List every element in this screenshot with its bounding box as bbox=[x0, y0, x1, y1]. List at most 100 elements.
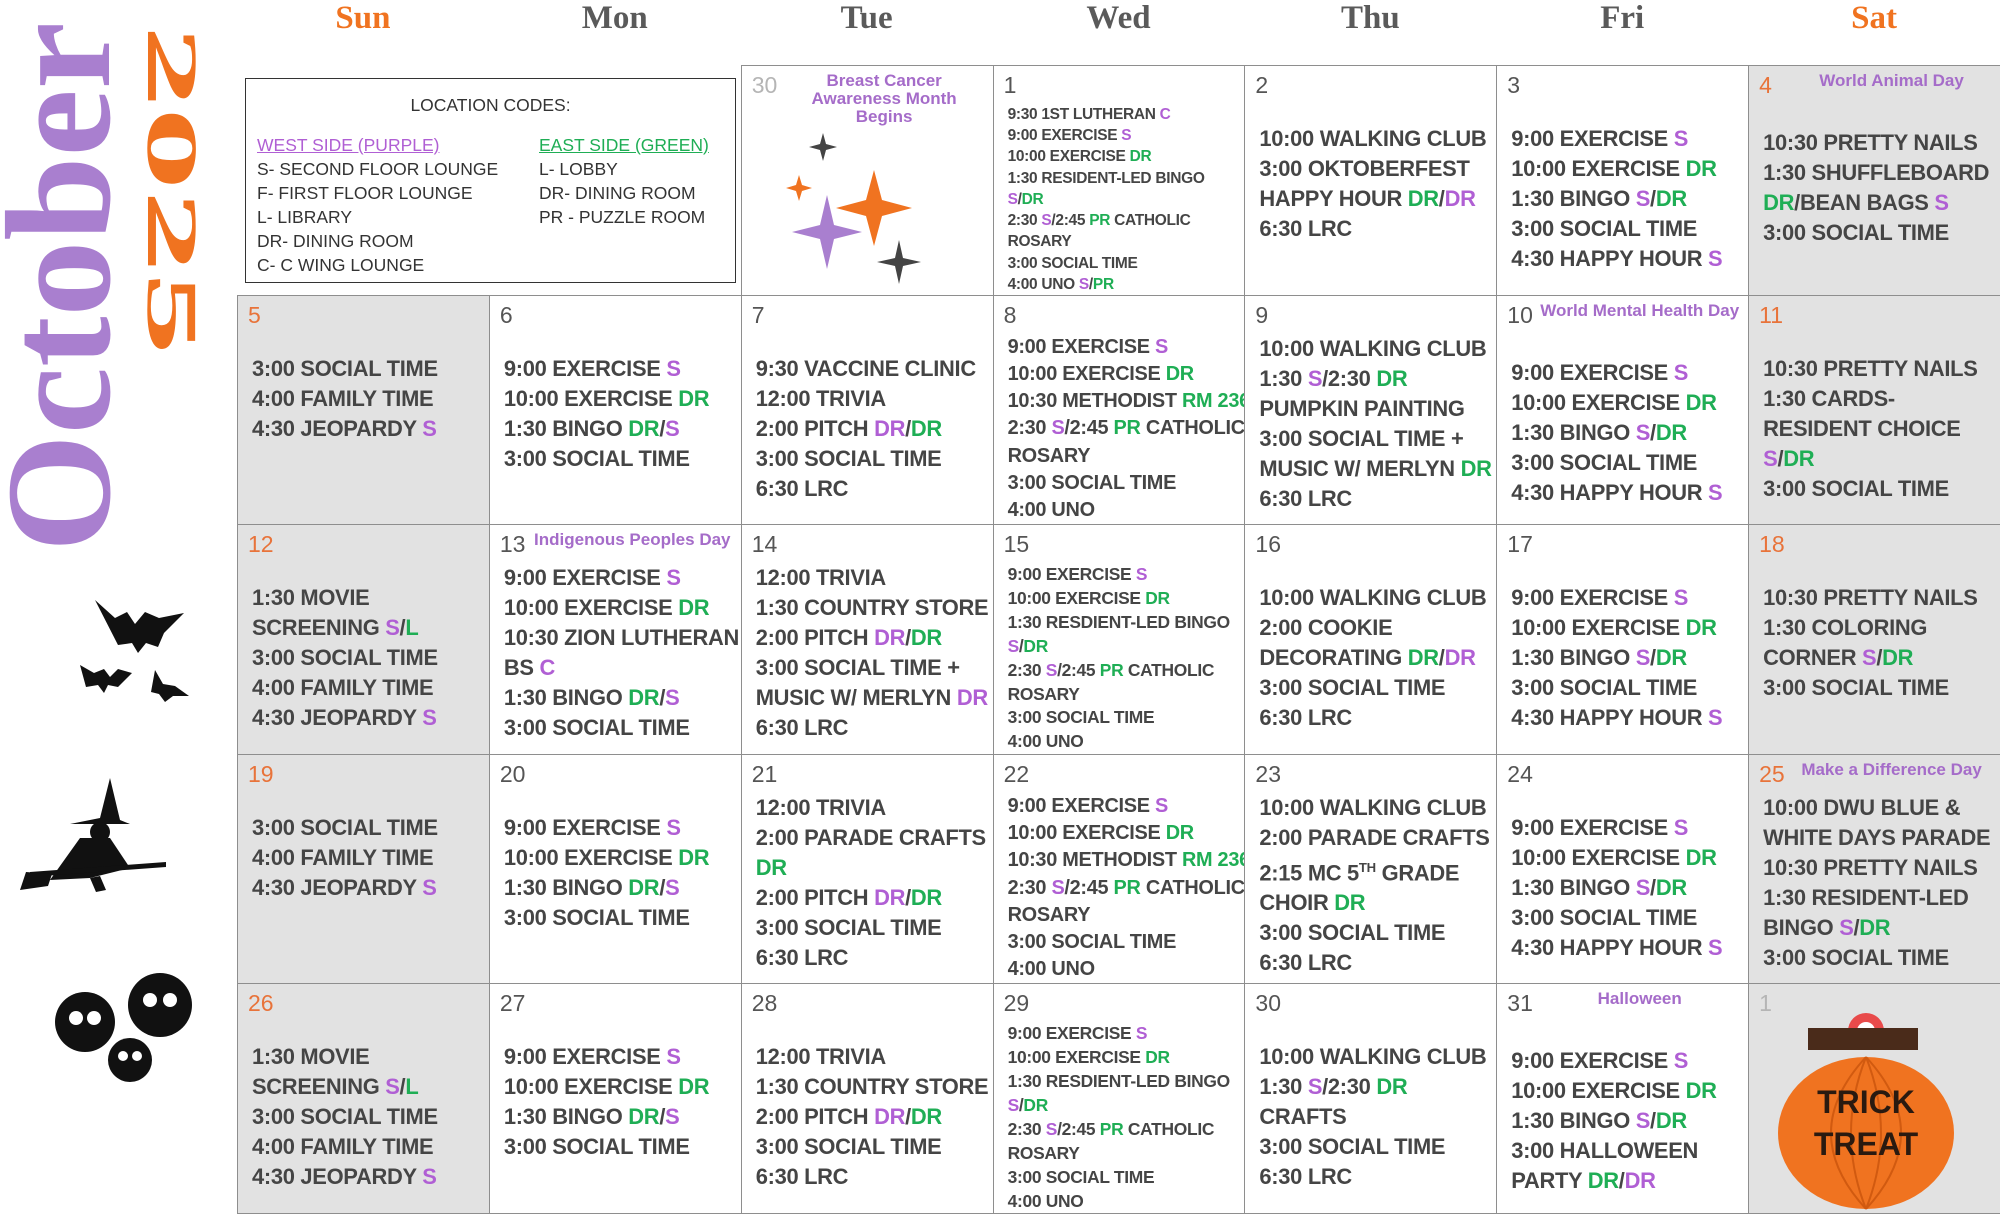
activity: 4:00 FAMILY TIME bbox=[252, 385, 434, 411]
location-code-tag: DR bbox=[628, 874, 660, 900]
activity: 1:30 CARDS- bbox=[1763, 385, 1895, 411]
activity: 10:30 ZION LUTHERAN bbox=[503, 625, 739, 651]
day-cell: 17 9:00 EXERCISE S 10:00 EXERCISE DR 1:30 B… bbox=[1496, 524, 1750, 755]
activity-text: / bbox=[659, 1104, 666, 1130]
activity-list: 9:00 EXERCISE S 10:00 EXERCISE DR 1:30 BIN… bbox=[1511, 124, 1746, 274]
activity-list: 10:00 WALKING CLUB 3:00 OKTOBERFEST HAPPY … bbox=[1259, 124, 1494, 244]
activity: 2:30 S/2:45 PR CATHOLIC bbox=[1008, 415, 1245, 442]
activity-text: 4:30 HAPPY HOUR bbox=[1511, 246, 1709, 271]
day-cell: 14 12:00 TRIVIA 1:30 COUNTRY STORE 2:00 PIT… bbox=[740, 524, 994, 755]
bats bbox=[80, 600, 189, 702]
location-code-tag: DR bbox=[1129, 148, 1152, 166]
activity-text: 9:00 EXERCISE bbox=[503, 1044, 667, 1070]
activity: 1:30 BINGO DR/S bbox=[504, 683, 739, 713]
day-number: 14 bbox=[751, 531, 778, 558]
activity-text: 4:30 JEOPARDY bbox=[252, 705, 423, 731]
skulls bbox=[55, 973, 192, 1082]
activity-text: 1:30 bbox=[1259, 1074, 1308, 1100]
activity-text: / bbox=[905, 415, 911, 441]
sparkles bbox=[786, 133, 921, 284]
location-code-tag: S bbox=[1934, 190, 1949, 215]
day-cell: 1 9:30 1ST LUTHERAN C 9:00 EXERCISE S 10:00… bbox=[992, 65, 1246, 296]
activity-text: / bbox=[659, 685, 666, 711]
activity-text: / bbox=[1650, 645, 1656, 671]
day-cell: 21 12:00 TRIVIA 2:00 PARADE CRAFTS DR 2:00 P… bbox=[740, 753, 994, 985]
activity-list: 9:00 EXERCISE S 10:00 EXERCISE DR 1:30 BIN… bbox=[1511, 358, 1746, 508]
activity-text: 2:00 PARADE CRAFTS bbox=[1259, 824, 1496, 850]
location-code-tag: S bbox=[1007, 635, 1020, 656]
activity: DR bbox=[756, 853, 991, 883]
activity: 1:30 MOVIE bbox=[252, 1044, 370, 1070]
day-cell: 8 9:00 EXERCISE S 10:00 EXERCISE DR 10:30 M… bbox=[992, 294, 1246, 526]
location-code-tag: DR bbox=[1165, 822, 1194, 845]
activity-text: MUSIC W/ MERLYN bbox=[1259, 455, 1461, 481]
location-code-tag: S bbox=[1635, 874, 1651, 900]
activity-list: 10:00 WALKING CLUB 1:30 S/2:30 DR CRAFTS 3:… bbox=[1259, 1042, 1494, 1192]
activity: 4:00 UNO bbox=[1007, 499, 1096, 522]
activity-text: / bbox=[1088, 275, 1093, 293]
pumpkin-text: TRICK bbox=[1817, 1084, 1915, 1120]
activity-text: CATHOLIC bbox=[1123, 1118, 1215, 1139]
activity: 4:00 UNO S/PR bbox=[1008, 274, 1243, 295]
activity-text: / bbox=[1650, 1108, 1656, 1134]
location-code-tag: DR bbox=[755, 854, 787, 880]
activity-text: / bbox=[1018, 635, 1024, 656]
activity-text: /2:45 bbox=[1057, 1118, 1100, 1139]
activity: S/DR bbox=[1008, 1094, 1243, 1118]
activity: 9:00 EXERCISE S bbox=[1008, 563, 1243, 587]
activity-text: 1:30 BINGO bbox=[503, 1104, 629, 1130]
activity: 12:00 TRIVIA bbox=[755, 1044, 887, 1070]
day-cell: 28 12:00 TRIVIA 1:30 COUNTRY STORE 2:00 PIT… bbox=[740, 983, 994, 1214]
day-number: 6 bbox=[499, 301, 513, 328]
location-code-tag: PR bbox=[1092, 275, 1114, 293]
location-code-tag: S bbox=[1121, 127, 1132, 145]
activity: 3:00 SOCIAL TIME bbox=[252, 1104, 438, 1130]
location-code-tag: DR bbox=[874, 884, 906, 910]
activity-text: 4:30 JEOPARDY bbox=[252, 1164, 423, 1190]
day-cell: 25 Make a Difference Day 10:00 DWU BLUE & W… bbox=[1748, 753, 2000, 985]
activity-text: 10:00 EXERCISE bbox=[1511, 1078, 1686, 1104]
location-code-tag: DR bbox=[1655, 874, 1687, 900]
activity: 1:30 RESIDENT-LED BINGO bbox=[1007, 169, 1205, 187]
location-code-tag: S bbox=[1763, 445, 1778, 471]
activity-list: 9:00 EXERCISE S 10:00 EXERCISE DR 1:30 BIN… bbox=[1511, 1046, 1746, 1196]
activity-text: / bbox=[905, 1104, 911, 1130]
activity-text: / bbox=[659, 874, 666, 900]
activity: 3:00 SOCIAL TIME bbox=[1007, 254, 1138, 272]
side-banner: October 2025 bbox=[0, 22, 212, 1082]
location-code-tag: DR bbox=[678, 1074, 710, 1100]
day-number: 9 bbox=[1255, 301, 1269, 328]
day-number: 1 bbox=[1003, 72, 1017, 98]
location-code-tag: DR bbox=[628, 685, 660, 711]
activity: PARTY DR/DR bbox=[1511, 1166, 1746, 1196]
activity: 3:00 SOCIAL TIME bbox=[1259, 920, 1446, 946]
location-code-tag: DR bbox=[678, 595, 710, 621]
activity-list: 9:00 EXERCISE S 10:00 EXERCISE DR 1:30 BIN… bbox=[1511, 813, 1746, 963]
activity-list: 9:00 EXERCISE S 10:00 EXERCISE DR 1:30 BIN… bbox=[1511, 583, 1746, 733]
activity: 9:00 EXERCISE S bbox=[1511, 1046, 1746, 1076]
weekday-label: Fri bbox=[1600, 0, 1645, 36]
activity: 9:00 EXERCISE S bbox=[504, 563, 739, 593]
activity: 3:00 SOCIAL TIME bbox=[252, 814, 438, 840]
day-number: 15 bbox=[1003, 531, 1030, 558]
activity: ROSARY bbox=[1007, 903, 1091, 926]
location-code-tag: S bbox=[1135, 1023, 1148, 1044]
day-number: 30 bbox=[751, 72, 778, 98]
activity-text: CORNER bbox=[1763, 645, 1862, 671]
activity-text: HAPPY HOUR bbox=[1259, 186, 1408, 211]
activity: ROSARY bbox=[1007, 683, 1080, 704]
activity-text: GRADE bbox=[1375, 860, 1460, 886]
activity-text: /2:45 bbox=[1057, 659, 1100, 680]
activity: 10:00 WALKING CLUB bbox=[1259, 585, 1487, 611]
east-codes: EAST SIDE (GREEN) L- LOBBY DR- DINING ROO… bbox=[539, 133, 709, 229]
location-code-tag: L bbox=[405, 1074, 419, 1100]
activity: 10:00 WALKING CLUB bbox=[1259, 1044, 1487, 1070]
location-code-tag: DR bbox=[1655, 186, 1687, 211]
location-code-tag: DR bbox=[1882, 645, 1914, 671]
activity: 6:30 LRC bbox=[755, 1164, 849, 1190]
west-codes: WEST SIDE (PURPLE) S- SECOND FLOOR LOUNG… bbox=[257, 133, 498, 277]
location-code-tag: S bbox=[1673, 126, 1689, 151]
activity-text: 1:30 BINGO bbox=[503, 874, 629, 900]
